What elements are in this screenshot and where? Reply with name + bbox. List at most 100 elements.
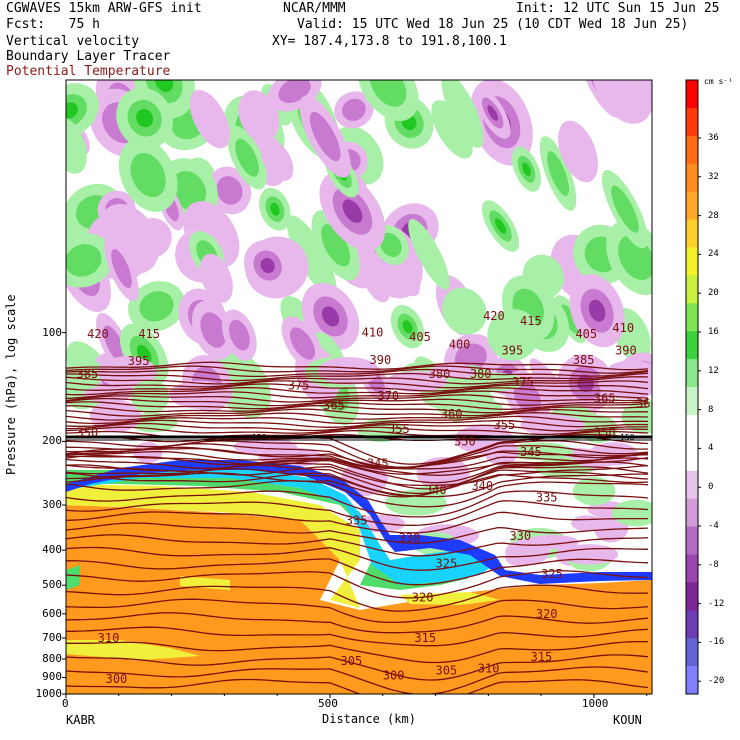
theta-contour-label: 375 [288,378,310,392]
colorbar-swatch [686,219,698,248]
theta-contour-label: 300 [383,669,405,683]
updraft-cell [66,357,104,389]
theta-contour-line [66,464,649,487]
theta-contour-line [66,464,649,495]
downdraft-cell [221,309,257,361]
y-tick-label: 1000 [35,687,63,700]
theta-contour-label: 330 [509,529,531,543]
downdraft-cell [104,236,139,302]
theta-labels: 420 415 410 405 400 420 415 405 410 395 385 390 395 3… [77,309,652,686]
colorbar-tick-label: 36 [708,133,719,143]
downdraft-cell [199,253,233,303]
colorbar-tick-label: 8 [708,404,714,415]
theta-contour-line [66,666,649,694]
colorbar-swatch [686,331,698,360]
theta-contour-line [66,412,649,421]
theta-contour-label: 400 [449,338,471,352]
updraft-cell [286,215,337,297]
theta-contour-label: 350 [454,434,476,448]
theta-contour-line [66,472,648,498]
theta-contour-label: 410 [612,321,634,335]
init-time: Init: 12 UTC Sun 15 Jun 25 [516,1,720,16]
theta-contour-line [66,511,648,534]
theta-contour-line [66,546,649,571]
y-tick-label: 100 [42,325,62,339]
updraft-cell [481,200,520,252]
colorbar-swatch [686,275,698,304]
y-tick-label: 300 [42,498,62,512]
theta-contour-line [66,386,649,396]
theta-contour-label: 415 [520,314,542,328]
colorbar-tick-label: -20 [708,676,725,687]
x-axis-title: Distance (km) [322,712,416,726]
colorbar-swatch [686,135,698,165]
theta-contour-label: 345 [367,456,389,470]
colorbar-swatch [686,498,698,528]
theta-contour-label: 350 [594,426,616,440]
theta-contour-label: 305 [341,654,363,668]
colorbar-swatch [686,554,698,583]
downdraft-cell [238,90,280,142]
colorbar-tick-label: -4 [708,521,719,531]
theta-contour-label: 365 [594,391,616,405]
colorbar-swatch [686,470,698,500]
tropopause-label-right: 150 [620,433,635,442]
plot-frame [65,79,653,695]
theta-contour-line [66,394,649,403]
theta-contour-label: 320 [536,607,558,621]
colorbar-swatch [686,359,698,388]
theta-contour-label: 390 [370,353,392,367]
theta-contour-label: 330 [399,531,421,545]
theta-contour-label: 405 [409,330,431,344]
theta-contour-label: 325 [541,567,563,581]
downdraft-cell [260,139,294,181]
theta-contour-label: 420 [87,327,109,341]
theta-contour-line [66,365,649,374]
theta-contour-line [66,372,649,382]
colorbar-tick-label: -8 [708,559,719,570]
theta-contour-line [66,584,649,612]
theta-contour-line [66,390,649,400]
title-model: CGWAVES 15km ARW-GFS init [6,1,202,16]
downdraft-cell [591,80,652,124]
theta-contour-line [66,447,649,469]
theta-contour-line [66,376,649,385]
field-boundary-layer-tracer: Boundary Layer Tracer [6,49,171,64]
updraft-cell [511,146,542,192]
theta-contour-line [66,397,649,407]
theta-contour-line [66,534,649,557]
theta-contour-line [66,522,649,544]
theta-contour-line [66,419,649,428]
colorbar-swatch [686,163,698,193]
updraft-cell [611,499,652,527]
theta-contour-label: 300 [106,672,128,686]
theta-contour-line [66,626,649,647]
updraft-cell [408,218,450,290]
updraft-cell [601,169,648,249]
theta-contour-line [66,361,649,371]
theta-contour-label: 405 [575,327,597,341]
colorbar-tick-label: 20 [708,288,719,299]
y-tick-label: 800 [42,651,62,665]
theta-contour-line [66,408,648,417]
axis-ticks [62,332,648,698]
colorbar-tick-label: 12 [708,365,719,376]
left-station: KABR [66,713,95,727]
theta-contour-label: 370 [377,389,399,403]
theta-contour-label: 410 [362,326,384,340]
updraft-cell [441,287,487,335]
updraft-cell [66,83,99,139]
colorbar-swatch [686,80,698,109]
updraft-cell [357,80,419,122]
theta-contour-line [66,570,649,599]
theta-contour-label: 385 [573,353,595,367]
theta-contour-line [66,612,649,634]
downdraft-cell [376,254,418,297]
downdraft-cell [319,171,386,251]
theta-contour-line [66,480,649,508]
theta-contour-label: 380 [429,367,451,381]
theta-contour-label: 415 [138,327,160,341]
theta-contour-label: 340 [471,479,493,493]
downdraft-cell [569,274,625,348]
theta-contour-line [66,654,649,681]
